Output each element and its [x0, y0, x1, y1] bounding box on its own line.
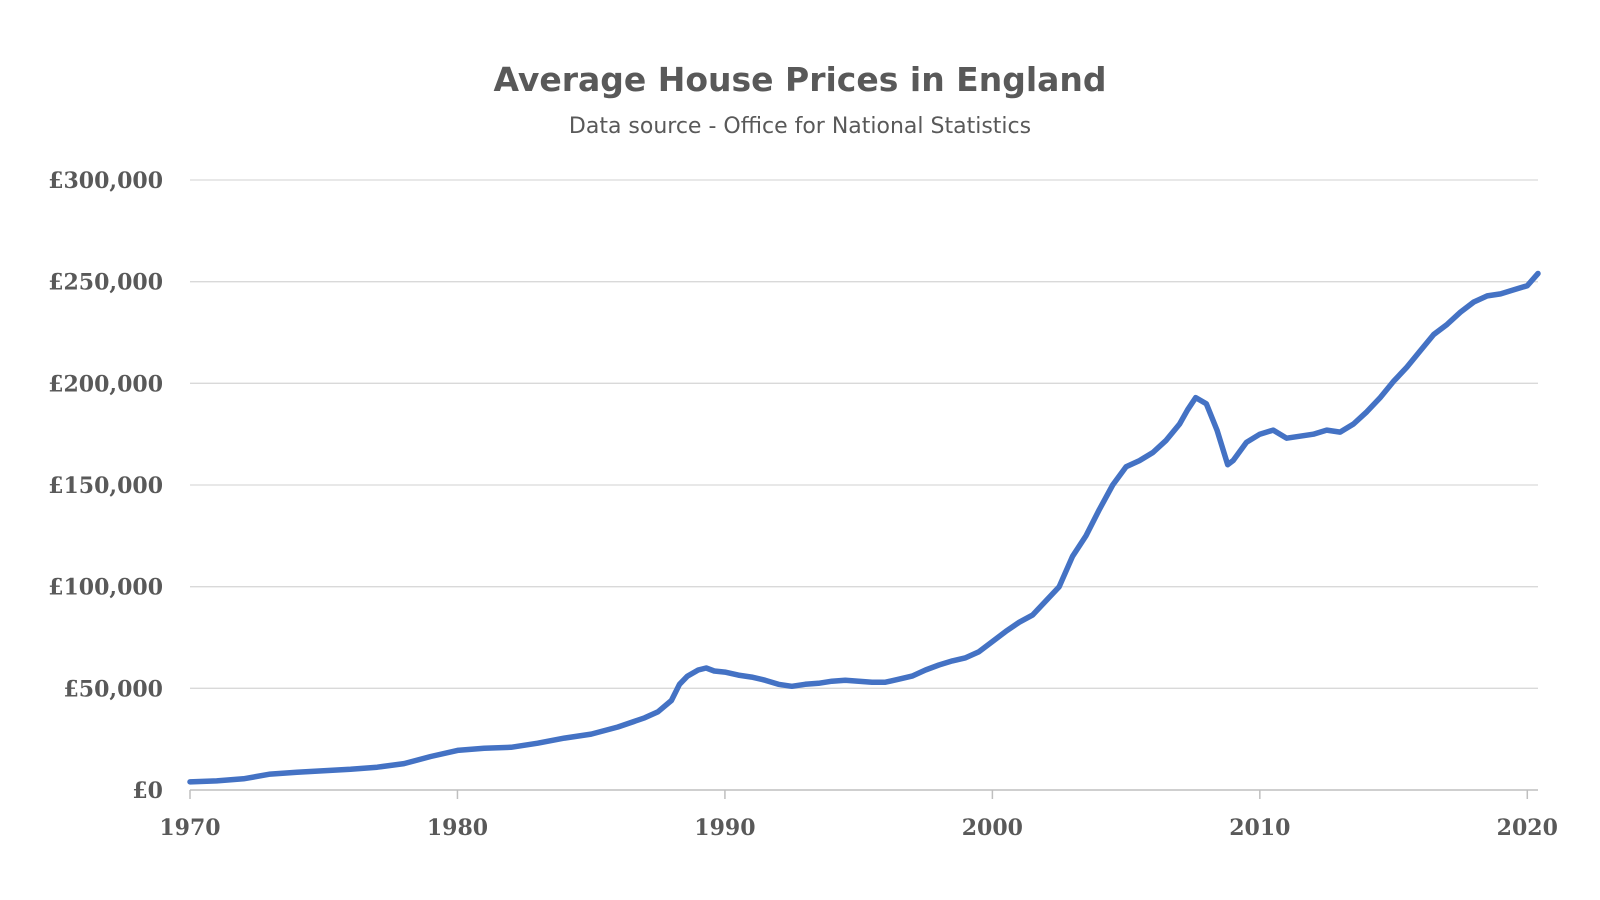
y-tick-label: £200,000 — [48, 371, 163, 397]
x-tick-label: 1980 — [427, 815, 488, 841]
chart-title: Average House Prices in England — [493, 60, 1107, 99]
y-tick-label: £0 — [132, 778, 163, 804]
series-line — [187, 270, 1541, 785]
x-tick-label: 2010 — [1229, 815, 1290, 841]
x-tick-label: 2000 — [962, 815, 1023, 841]
series-layer — [187, 270, 1541, 785]
gridlines — [190, 179, 1538, 689]
x-tick-label: 1970 — [159, 815, 220, 841]
x-axis — [189, 789, 1538, 799]
chart-subtitle: Data source - Office for National Statis… — [568, 114, 1032, 139]
x-tick-label: 2020 — [1497, 815, 1558, 841]
y-tick-label: £300,000 — [48, 168, 163, 194]
y-tick-label: £50,000 — [63, 676, 163, 702]
y-tick-label: £150,000 — [48, 473, 163, 499]
y-tick-label: £250,000 — [48, 270, 163, 296]
y-axis-labels: £0 £50,000 £100,000 £150,000 £200,000 £250,00… — [48, 168, 163, 804]
x-tick-label: 1990 — [694, 815, 755, 841]
y-tick-label: £100,000 — [48, 575, 163, 601]
x-axis-labels: 1970 1980 1990 2000 2010 2020 — [159, 815, 1558, 841]
